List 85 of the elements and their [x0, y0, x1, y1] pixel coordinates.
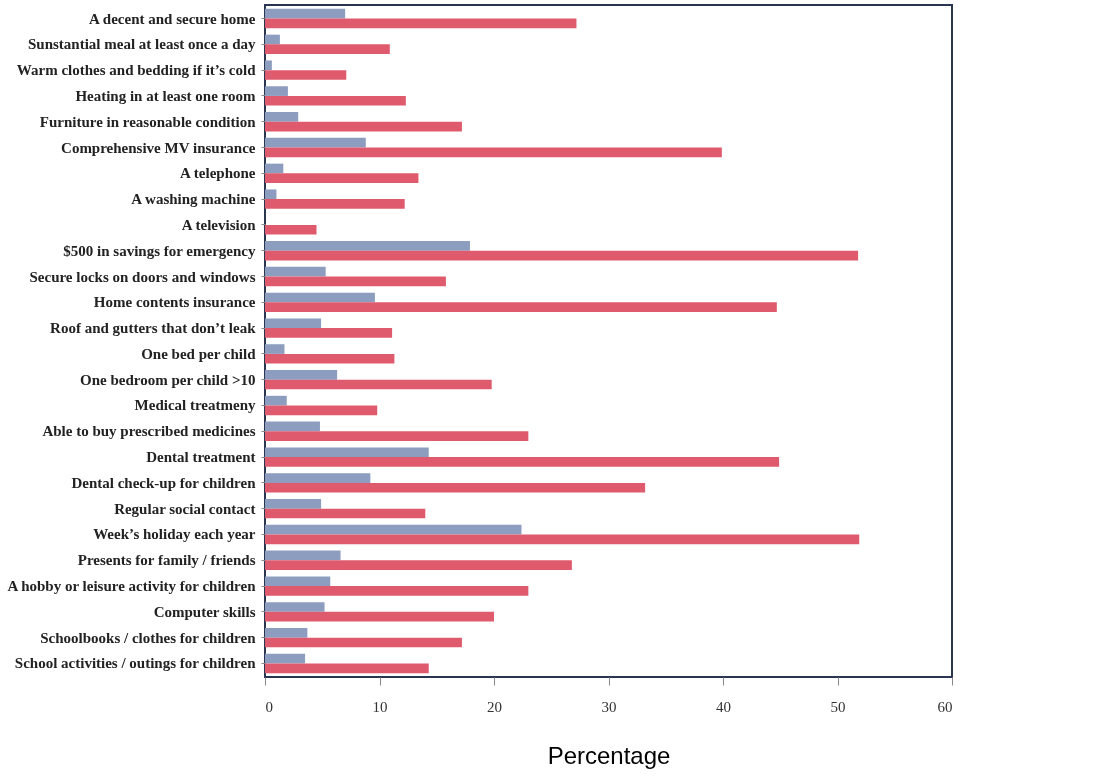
bar [265, 508, 426, 519]
bar [265, 379, 492, 390]
x-tick-label: 20 [487, 698, 502, 715]
bar [265, 611, 494, 622]
x-tick-label: 60 [937, 698, 953, 715]
y-tick-label: Regular social contact [114, 500, 256, 517]
bar [265, 576, 331, 587]
bar [265, 44, 390, 55]
y-tick-label: Presents for family / friends [77, 552, 256, 569]
bar [265, 395, 287, 406]
bar [265, 86, 288, 96]
bar [265, 147, 722, 158]
y-tick-label: Dental treatment [146, 449, 256, 466]
bar [265, 447, 429, 458]
y-tick-label: $500 in savings for emergency [63, 242, 256, 259]
bar [265, 163, 284, 174]
y-tick-label: One bedroom per child >10 [79, 371, 256, 388]
bar [265, 586, 529, 596]
y-tick-label: Sunstantial meal at least once a day [27, 36, 256, 53]
bar [265, 457, 780, 467]
bar [265, 344, 285, 354]
y-tick-label: One bed per child [141, 345, 257, 362]
y-tick-label: A television [181, 216, 257, 233]
bar [265, 18, 577, 29]
bar [265, 473, 371, 483]
bar [265, 302, 777, 312]
bar [265, 602, 325, 612]
bar [265, 276, 446, 287]
bar [265, 241, 470, 251]
y-tick-label: Furniture in reasonable condition [39, 113, 257, 130]
bar [265, 328, 393, 338]
bar [265, 112, 299, 122]
x-tick-label: 40 [716, 698, 731, 715]
x-tick-label: 30 [601, 698, 617, 715]
bar [265, 34, 280, 45]
bar [265, 292, 375, 303]
x-tick-label: 10 [372, 698, 388, 715]
y-tick-label: Roof and gutters that don’t leak [50, 320, 257, 337]
bar [265, 637, 462, 648]
bar [265, 431, 529, 441]
y-tick-label: Week’s holiday each year [93, 526, 256, 543]
bar [265, 266, 326, 277]
y-tick-label: Able to buy prescribed medicines [42, 423, 256, 440]
y-tick-label: Computer skills [153, 603, 256, 620]
bar [265, 524, 522, 535]
bar [265, 499, 322, 509]
bar [265, 370, 338, 380]
y-tick-label: Medical treatmeny [134, 397, 256, 414]
y-tick-label: Schoolbooks / clothes for children [40, 629, 257, 646]
bar [265, 121, 462, 132]
y-tick-label: Warm clothes and bedding if it’s cold [16, 62, 257, 79]
y-tick-label: A decent and secure home [89, 10, 256, 27]
bar [265, 353, 395, 364]
y-tick-label: Dental check-up for children [71, 474, 257, 491]
bar [265, 482, 646, 493]
bar [265, 137, 366, 148]
bar [265, 318, 322, 329]
bar [265, 663, 429, 674]
x-tick-label: 50 [830, 698, 846, 715]
bar [265, 60, 272, 71]
bar [265, 8, 346, 19]
bar [265, 534, 860, 545]
bar [265, 405, 378, 416]
bar [265, 95, 406, 106]
bar [265, 560, 572, 570]
y-tick-label: Secure locks on doors and windows [29, 268, 256, 285]
bar [265, 653, 306, 664]
bar [265, 70, 347, 80]
y-tick-label: Home contents insurance [93, 294, 256, 311]
y-tick-label: A telephone [180, 165, 256, 182]
bar [265, 224, 317, 235]
y-tick-label: A hobby or leisure activity for children [7, 578, 257, 595]
bar [265, 421, 320, 432]
bar [265, 199, 405, 209]
bar [265, 250, 859, 261]
y-tick-label: Heating in at least one room [75, 87, 256, 104]
x-tick-label: 0 [265, 698, 273, 715]
y-tick-label: Comprehensive MV insurance [61, 139, 256, 156]
x-axis-title: Percentage [547, 741, 671, 769]
y-tick-label: A washing machine [131, 191, 256, 208]
bar [265, 189, 277, 200]
bar [265, 173, 419, 183]
bar [265, 550, 341, 561]
y-tick-label: School activities / outings for children [14, 655, 257, 672]
bar [265, 627, 308, 638]
